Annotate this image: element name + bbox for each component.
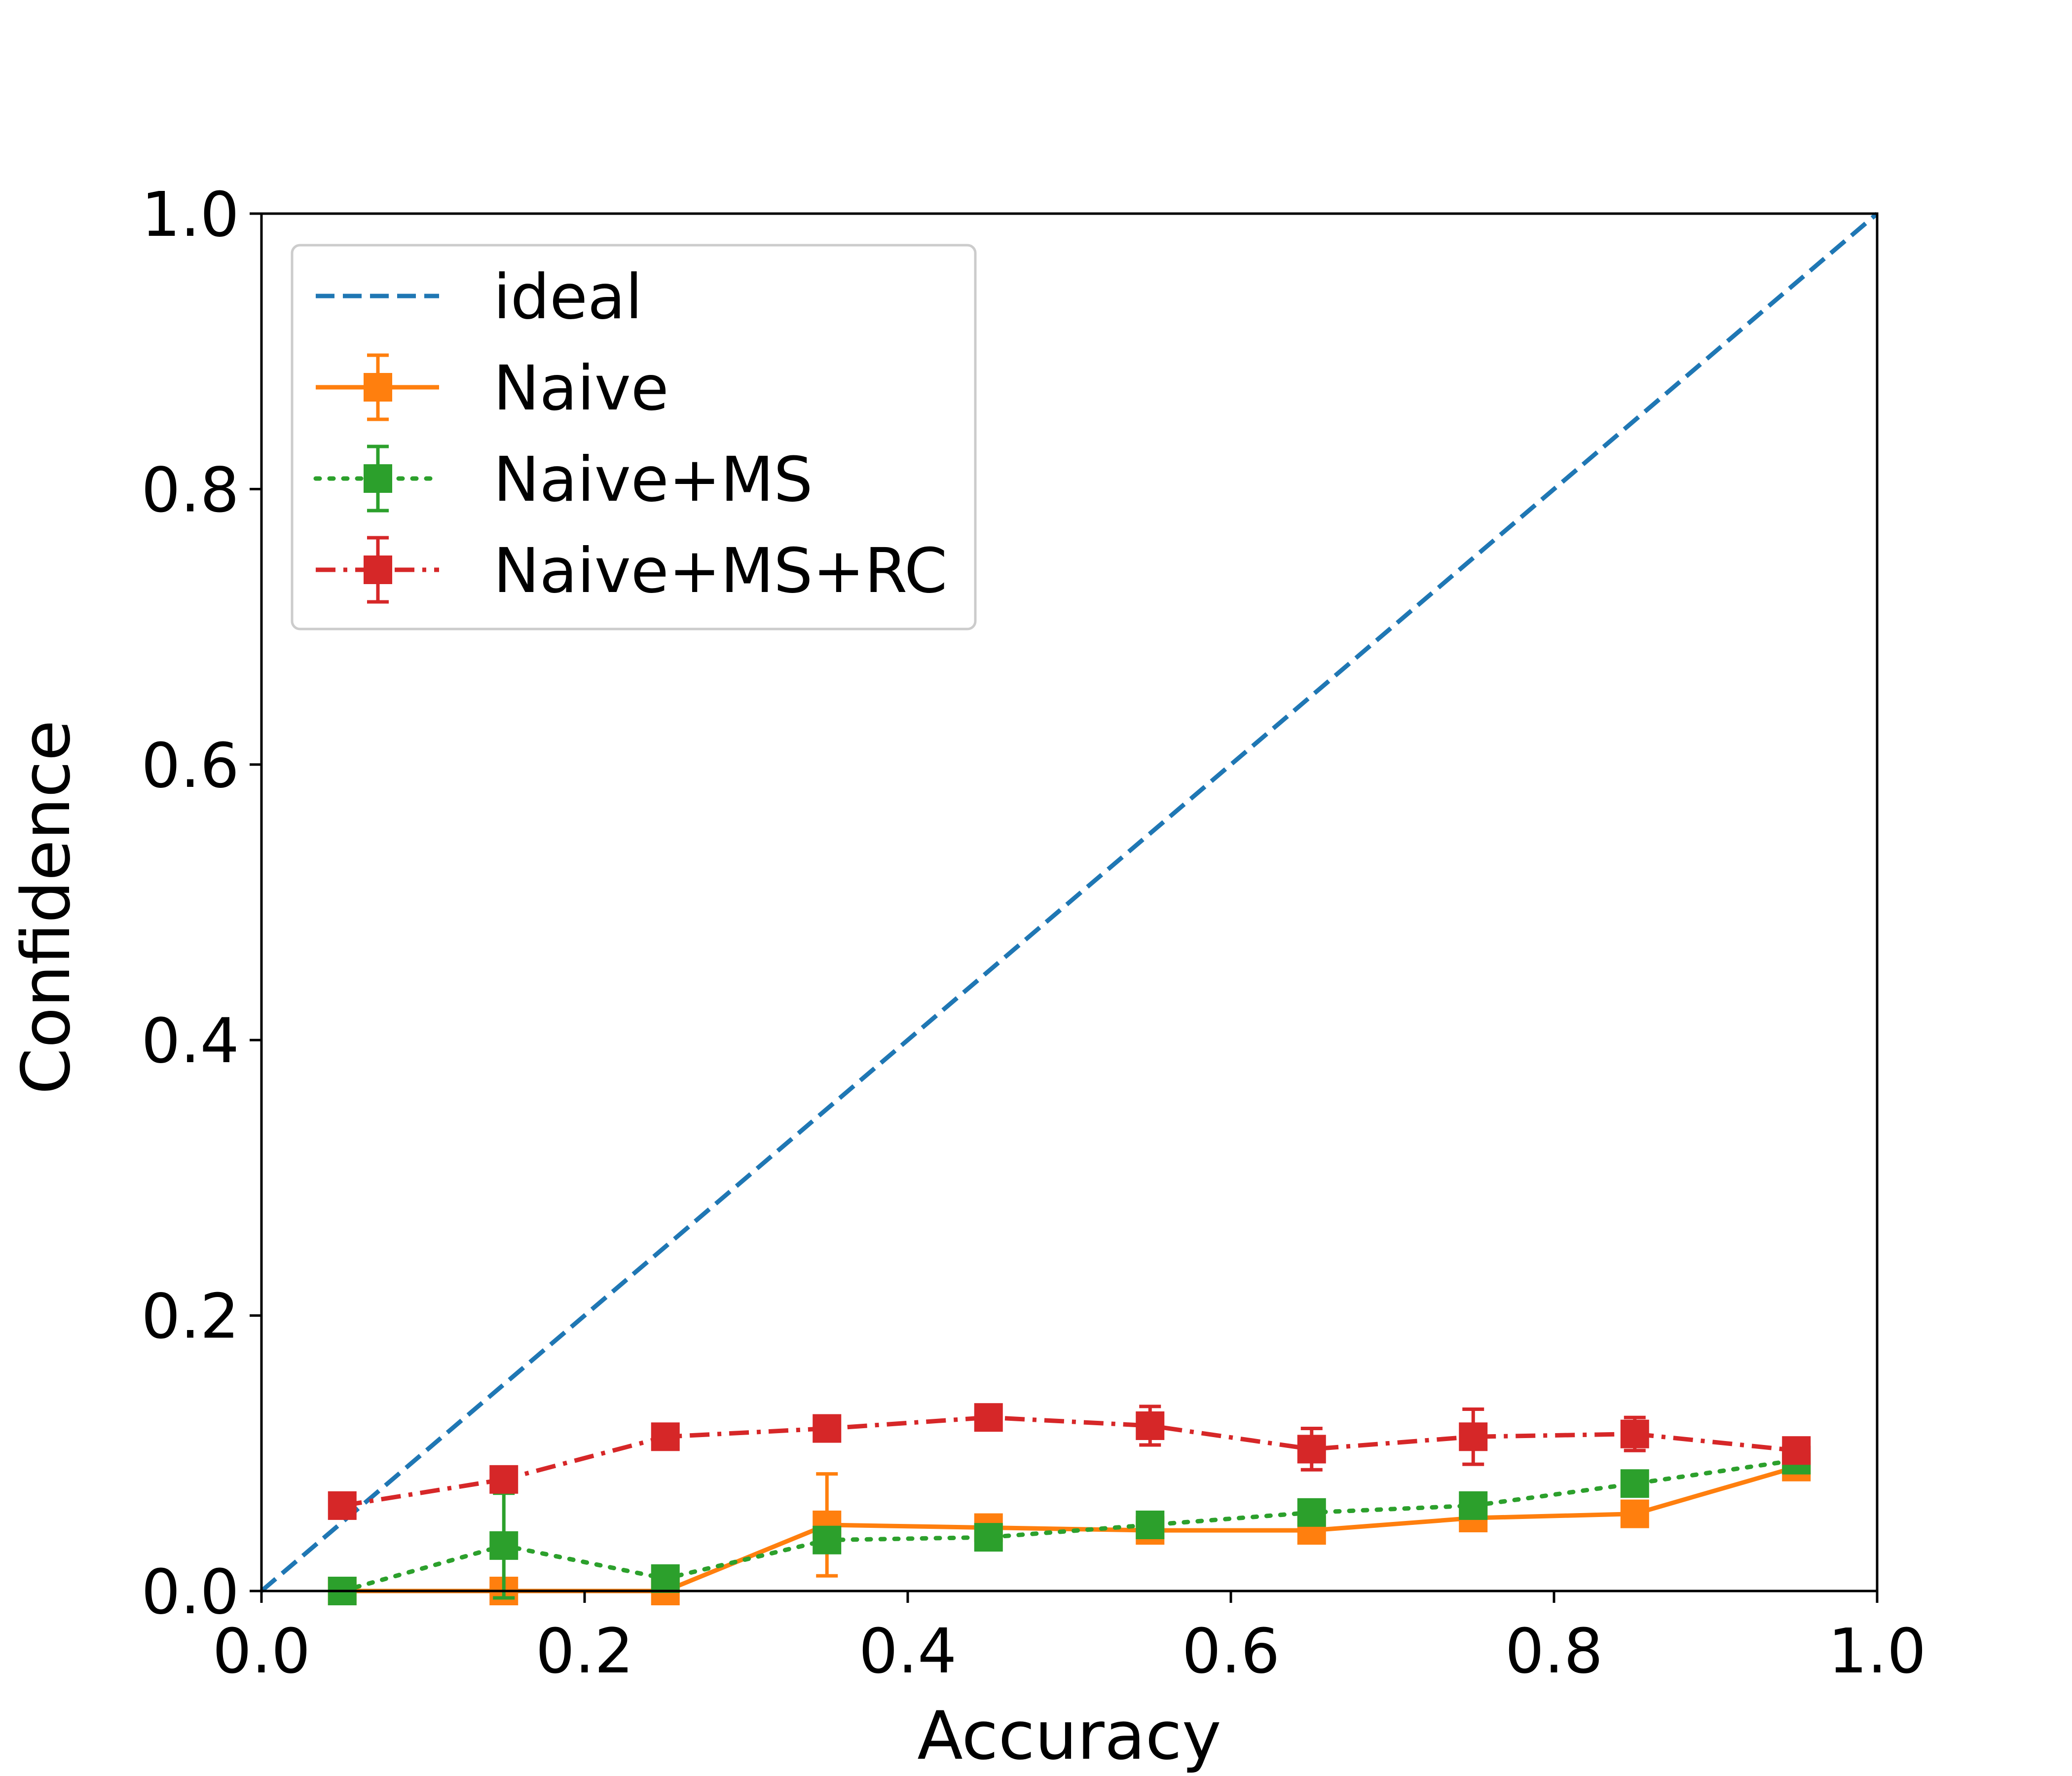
- data-point: [1136, 1411, 1165, 1440]
- data-point: [1297, 1435, 1326, 1464]
- legend-label: Naive+MS+RC: [493, 535, 947, 607]
- data-point: [974, 1403, 1003, 1432]
- x-tick-label: 1.0: [1828, 1616, 1926, 1687]
- data-point: [1782, 1436, 1811, 1465]
- legend: ideal Naive Naive+MS Naive+MS+RC: [291, 244, 977, 630]
- y-tick-label: 0.6: [141, 730, 239, 802]
- legend-marker: [364, 373, 392, 402]
- data-point: [1620, 1419, 1649, 1448]
- data-point: [489, 1531, 518, 1560]
- data-point: [651, 1422, 680, 1451]
- series-naive-ms: [328, 1445, 1811, 1605]
- legend-entry-naive-ms-rc: Naive+MS+RC: [316, 535, 947, 607]
- ideal-line: [260, 212, 1879, 1593]
- data-point: [651, 1564, 680, 1593]
- y-axis: 0.0 0.2 0.4 0.6 0.8 1.0: [141, 179, 261, 1628]
- legend-label: ideal: [493, 261, 642, 333]
- y-tick-label: 0.0: [141, 1556, 239, 1628]
- data-point: [974, 1523, 1003, 1552]
- data-point: [328, 1491, 357, 1520]
- data-point: [489, 1465, 518, 1494]
- data-point: [1136, 1510, 1165, 1539]
- x-axis: 0.0 0.2 0.4 0.6 0.8 1.0: [213, 1591, 1926, 1687]
- y-tick-label: 0.4: [141, 1005, 239, 1077]
- y-tick-label: 1.0: [141, 179, 239, 251]
- legend-entry-ideal: ideal: [316, 261, 642, 333]
- x-tick-label: 0.8: [1505, 1616, 1603, 1687]
- legend-entry-naive-ms: Naive+MS: [313, 444, 813, 516]
- data-point: [1459, 1491, 1488, 1520]
- legend-label: Naive+MS: [493, 444, 813, 516]
- data-point: [1620, 1469, 1649, 1498]
- x-tick-label: 0.6: [1182, 1616, 1280, 1687]
- data-point: [1297, 1498, 1326, 1527]
- legend-marker: [364, 555, 392, 584]
- legend-label: Naive: [493, 353, 669, 424]
- series-line-naive-ms-rc: [342, 1415, 1797, 1508]
- legend-box: [291, 244, 977, 630]
- x-tick-label: 0.0: [213, 1616, 311, 1687]
- data-point: [1459, 1422, 1488, 1451]
- x-tick-label: 0.2: [536, 1616, 634, 1687]
- legend-marker: [364, 464, 392, 493]
- data-point: [813, 1525, 842, 1554]
- series-line-naive-ms: [340, 1458, 1799, 1593]
- legend-entry-naive: Naive: [316, 353, 669, 424]
- data-point: [813, 1414, 842, 1443]
- x-axis-label: Accuracy: [917, 1697, 1221, 1775]
- y-tick-label: 0.2: [141, 1281, 239, 1353]
- series-naive-ms-rc: [328, 1403, 1811, 1520]
- data-point: [1620, 1499, 1649, 1528]
- x-tick-label: 0.4: [859, 1616, 957, 1687]
- plot-frame: [260, 212, 1879, 1592]
- y-axis-label: Confidence: [7, 720, 85, 1094]
- y-tick-label: 0.8: [141, 454, 239, 526]
